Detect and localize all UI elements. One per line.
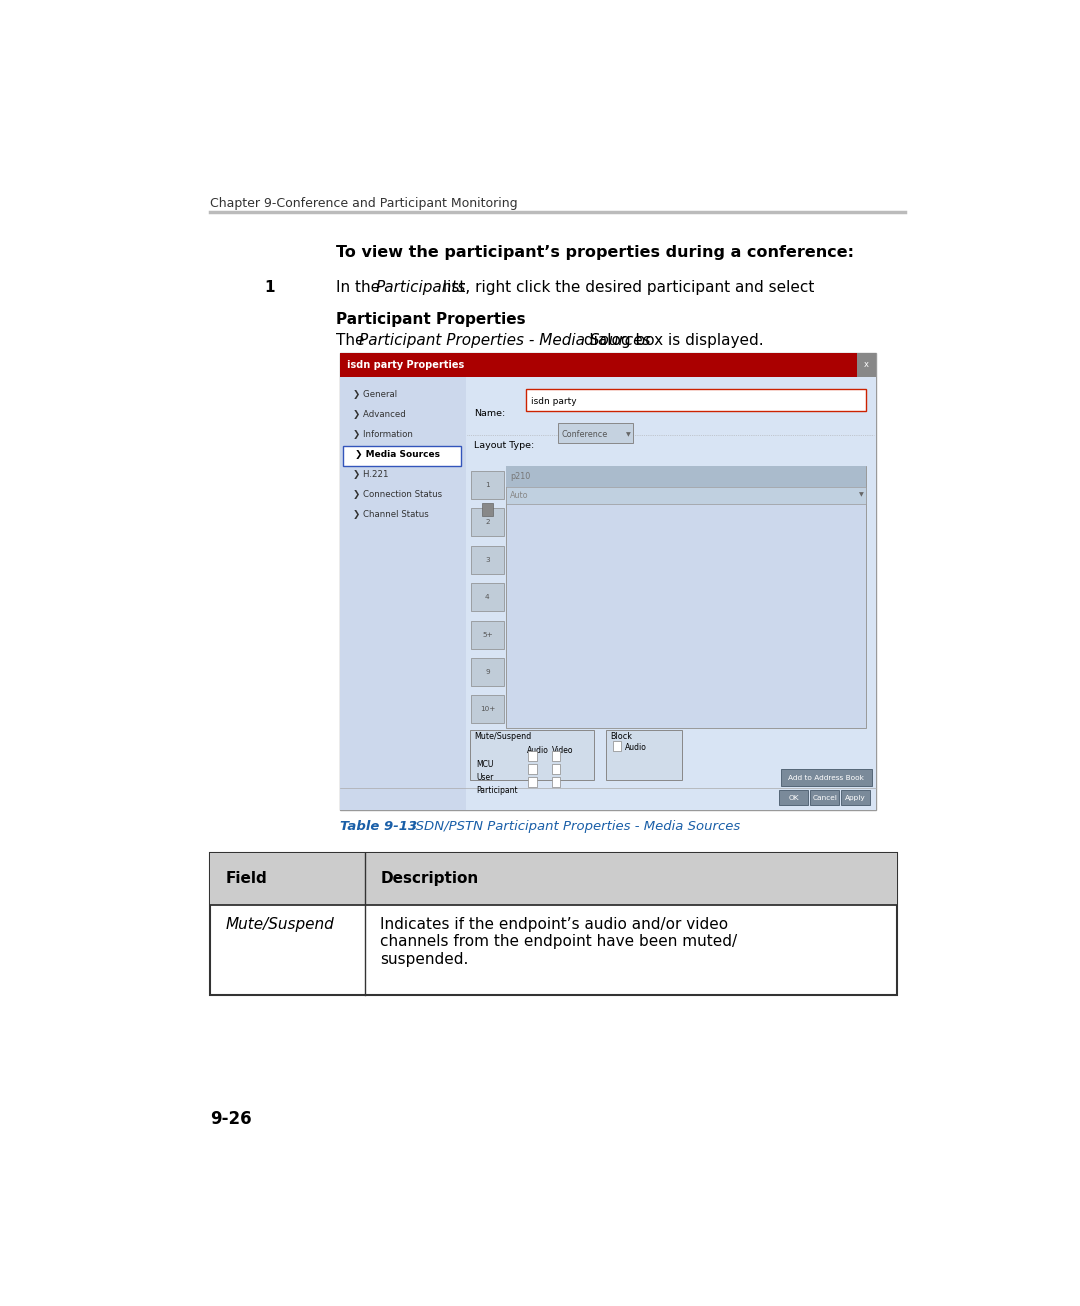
- FancyBboxPatch shape: [340, 377, 465, 810]
- Text: 4: 4: [485, 594, 489, 601]
- Text: Table 9-13: Table 9-13: [340, 820, 417, 833]
- Text: Mute/Suspend: Mute/Suspend: [226, 917, 334, 932]
- Text: The: The: [336, 333, 369, 347]
- FancyBboxPatch shape: [471, 620, 504, 649]
- FancyBboxPatch shape: [781, 769, 872, 786]
- Text: Layout Type:: Layout Type:: [474, 441, 535, 451]
- Text: ▼: ▼: [626, 432, 631, 436]
- Text: Participant Properties: Participant Properties: [336, 312, 526, 326]
- Text: Field: Field: [226, 871, 267, 887]
- Text: ❯ Connection Status: ❯ Connection Status: [353, 490, 443, 499]
- Text: 1: 1: [485, 482, 489, 488]
- FancyBboxPatch shape: [471, 584, 504, 611]
- FancyBboxPatch shape: [841, 790, 869, 806]
- FancyBboxPatch shape: [471, 695, 504, 724]
- Text: ▼: ▼: [859, 492, 864, 498]
- Text: Chapter 9-Conference and Participant Monitoring: Chapter 9-Conference and Participant Mon…: [211, 197, 518, 210]
- FancyBboxPatch shape: [613, 741, 621, 751]
- Text: dialog box is displayed.: dialog box is displayed.: [579, 333, 764, 347]
- Text: Participants: Participants: [376, 281, 467, 295]
- FancyBboxPatch shape: [211, 853, 896, 995]
- Text: .: .: [460, 312, 464, 326]
- Text: Auto: Auto: [510, 491, 528, 500]
- Text: Participant Properties - Media Sources: Participant Properties - Media Sources: [360, 333, 651, 347]
- Text: ❯ Information: ❯ Information: [353, 430, 414, 439]
- Text: 9: 9: [485, 669, 489, 675]
- FancyBboxPatch shape: [211, 853, 896, 905]
- FancyBboxPatch shape: [557, 423, 633, 443]
- FancyBboxPatch shape: [552, 751, 561, 761]
- FancyBboxPatch shape: [471, 546, 504, 573]
- Text: Cancel: Cancel: [812, 795, 837, 801]
- Text: Conference: Conference: [562, 430, 608, 439]
- FancyBboxPatch shape: [528, 764, 537, 774]
- FancyBboxPatch shape: [505, 466, 866, 727]
- FancyBboxPatch shape: [505, 466, 866, 487]
- FancyBboxPatch shape: [340, 353, 876, 377]
- Text: Audio: Audio: [624, 743, 647, 751]
- Text: Participant: Participant: [476, 786, 518, 795]
- Text: 10+: 10+: [480, 707, 495, 712]
- FancyBboxPatch shape: [471, 471, 504, 499]
- FancyBboxPatch shape: [482, 503, 492, 516]
- Text: Video: Video: [552, 746, 573, 755]
- Text: OK: OK: [788, 795, 799, 801]
- Text: ❯ Media Sources: ❯ Media Sources: [355, 449, 441, 458]
- Text: Block: Block: [610, 731, 633, 741]
- FancyBboxPatch shape: [340, 353, 876, 810]
- Text: list, right click the desired participant and select: list, right click the desired participan…: [438, 281, 814, 295]
- FancyBboxPatch shape: [528, 751, 537, 761]
- Text: ❯ H.221: ❯ H.221: [353, 470, 389, 479]
- Text: To view the participant’s properties during a conference:: To view the participant’s properties dur…: [336, 246, 854, 260]
- Text: p210: p210: [510, 471, 530, 481]
- FancyBboxPatch shape: [465, 377, 876, 810]
- FancyBboxPatch shape: [810, 790, 839, 806]
- Text: Audio: Audio: [527, 746, 549, 755]
- FancyBboxPatch shape: [858, 353, 876, 377]
- Text: Apply: Apply: [846, 795, 866, 801]
- Text: Add to Address Book: Add to Address Book: [788, 774, 864, 781]
- Text: x: x: [864, 360, 869, 370]
- Text: User: User: [476, 773, 494, 782]
- Text: ❯ General: ❯ General: [353, 389, 397, 398]
- FancyBboxPatch shape: [552, 764, 561, 774]
- Text: In the: In the: [336, 281, 384, 295]
- Text: 3: 3: [485, 556, 489, 563]
- Text: Mute/Suspend: Mute/Suspend: [474, 731, 531, 741]
- FancyBboxPatch shape: [606, 730, 681, 780]
- Text: Indicates if the endpoint’s audio and/or video
channels from the endpoint have b: Indicates if the endpoint’s audio and/or…: [380, 917, 738, 966]
- FancyBboxPatch shape: [505, 487, 866, 504]
- Text: Description: Description: [380, 871, 478, 887]
- Text: ❯ Advanced: ❯ Advanced: [353, 410, 406, 419]
- Text: ❯ Channel Status: ❯ Channel Status: [353, 511, 429, 520]
- Text: ISDN/PSTN Participant Properties - Media Sources: ISDN/PSTN Participant Properties - Media…: [400, 820, 741, 833]
- FancyBboxPatch shape: [471, 658, 504, 686]
- Text: MCU: MCU: [476, 760, 494, 769]
- Text: isdn party Properties: isdn party Properties: [347, 360, 464, 370]
- FancyBboxPatch shape: [470, 730, 594, 780]
- Text: 5+: 5+: [482, 632, 492, 637]
- FancyBboxPatch shape: [526, 389, 866, 411]
- Text: Name:: Name:: [474, 409, 505, 418]
- Text: 1: 1: [265, 281, 275, 295]
- Text: 9-26: 9-26: [211, 1110, 252, 1128]
- FancyBboxPatch shape: [343, 447, 460, 466]
- Text: isdn party: isdn party: [531, 397, 577, 406]
- FancyBboxPatch shape: [780, 790, 808, 806]
- Text: 2: 2: [485, 520, 489, 525]
- FancyBboxPatch shape: [552, 777, 561, 788]
- FancyBboxPatch shape: [528, 777, 537, 788]
- FancyBboxPatch shape: [471, 508, 504, 537]
